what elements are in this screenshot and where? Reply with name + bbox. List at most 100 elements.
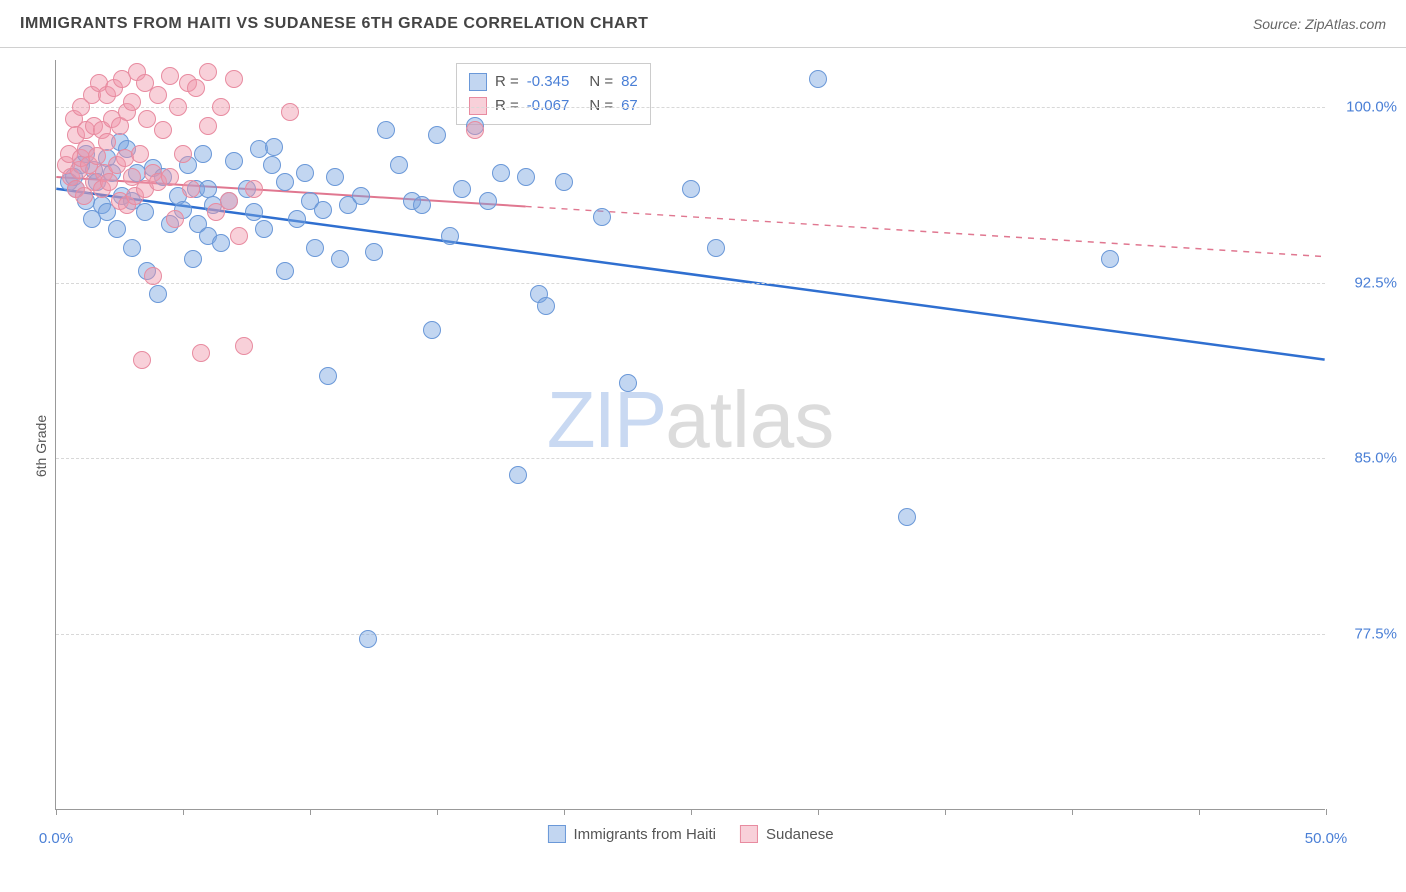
- data-point-haiti: [306, 239, 324, 257]
- data-point-sudanese: [174, 145, 192, 163]
- x-tick-label: 50.0%: [1305, 830, 1348, 847]
- data-point-haiti: [314, 201, 332, 219]
- data-point-haiti: [377, 121, 395, 139]
- plot-area: ZIPatlas R = -0.345N = 82R = -0.067N = 6…: [55, 60, 1325, 810]
- data-point-haiti: [619, 374, 637, 392]
- source-name: ZipAtlas.com: [1305, 16, 1386, 32]
- data-point-sudanese: [100, 173, 118, 191]
- data-point-haiti: [509, 466, 527, 484]
- x-tick: [564, 809, 565, 815]
- x-tick: [1326, 809, 1327, 815]
- data-point-sudanese: [144, 267, 162, 285]
- data-point-sudanese: [182, 180, 200, 198]
- legend-r-value: -0.345: [527, 70, 570, 94]
- source-attribution: Source: ZipAtlas.com: [1253, 16, 1386, 32]
- data-point-sudanese: [230, 227, 248, 245]
- watermark: ZIPatlas: [547, 374, 834, 466]
- data-point-sudanese: [166, 210, 184, 228]
- data-point-haiti: [319, 367, 337, 385]
- x-tick: [437, 809, 438, 815]
- data-point-haiti: [123, 239, 141, 257]
- data-point-haiti: [225, 152, 243, 170]
- data-point-sudanese: [225, 70, 243, 88]
- legend-item-haiti: Immigrants from Haiti: [547, 825, 716, 843]
- x-tick-label: 0.0%: [39, 830, 73, 847]
- data-point-haiti: [352, 187, 370, 205]
- x-tick: [691, 809, 692, 815]
- data-point-haiti: [136, 203, 154, 221]
- data-point-sudanese: [161, 67, 179, 85]
- data-point-sudanese: [245, 180, 263, 198]
- source-prefix: Source:: [1253, 16, 1305, 32]
- data-point-sudanese: [161, 168, 179, 186]
- data-point-sudanese: [199, 117, 217, 135]
- data-point-haiti: [492, 164, 510, 182]
- data-point-sudanese: [220, 192, 238, 210]
- legend-label: Immigrants from Haiti: [573, 826, 716, 843]
- data-point-haiti: [809, 70, 827, 88]
- grid-line: [56, 458, 1325, 459]
- legend-swatch: [740, 825, 758, 843]
- data-point-haiti: [255, 220, 273, 238]
- legend-label: Sudanese: [766, 826, 834, 843]
- grid-line: [56, 634, 1325, 635]
- chart-header: IMMIGRANTS FROM HAITI VS SUDANESE 6TH GR…: [0, 0, 1406, 48]
- series-legend: Immigrants from Haiti Sudanese: [547, 825, 833, 843]
- x-tick: [310, 809, 311, 815]
- data-point-haiti: [707, 239, 725, 257]
- data-point-sudanese: [192, 344, 210, 362]
- data-point-haiti: [413, 196, 431, 214]
- y-tick-label: 92.5%: [1337, 274, 1397, 291]
- data-point-haiti: [276, 262, 294, 280]
- data-point-haiti: [682, 180, 700, 198]
- data-point-haiti: [479, 192, 497, 210]
- y-tick-label: 77.5%: [1337, 626, 1397, 643]
- x-tick: [945, 809, 946, 815]
- data-point-haiti: [108, 220, 126, 238]
- data-point-haiti: [199, 180, 217, 198]
- x-tick: [56, 809, 57, 815]
- y-tick-label: 100.0%: [1337, 98, 1397, 115]
- legend-swatch: [469, 73, 487, 91]
- data-point-haiti: [288, 210, 306, 228]
- data-point-haiti: [428, 126, 446, 144]
- x-tick: [183, 809, 184, 815]
- data-point-haiti: [194, 145, 212, 163]
- watermark-zip: ZIP: [547, 375, 665, 464]
- grid-line: [56, 107, 1325, 108]
- data-point-haiti: [265, 138, 283, 156]
- data-point-haiti: [390, 156, 408, 174]
- data-point-haiti: [453, 180, 471, 198]
- data-point-sudanese: [281, 103, 299, 121]
- data-point-haiti: [423, 321, 441, 339]
- legend-row-haiti: R = -0.345N = 82: [469, 70, 638, 94]
- regression-line-dashed-sudanese: [526, 206, 1325, 256]
- x-tick: [818, 809, 819, 815]
- data-point-haiti: [441, 227, 459, 245]
- legend-item-sudanese: Sudanese: [740, 825, 834, 843]
- data-point-haiti: [245, 203, 263, 221]
- data-point-haiti: [517, 168, 535, 186]
- data-point-sudanese: [149, 86, 167, 104]
- legend-swatch: [547, 825, 565, 843]
- legend-n-value: 82: [621, 70, 638, 94]
- data-point-haiti: [331, 250, 349, 268]
- data-point-sudanese: [98, 133, 116, 151]
- regression-lines-layer: [56, 60, 1325, 809]
- data-point-haiti: [555, 173, 573, 191]
- legend-n-label: N =: [589, 70, 613, 94]
- chart-title: IMMIGRANTS FROM HAITI VS SUDANESE 6TH GR…: [20, 15, 648, 33]
- data-point-haiti: [593, 208, 611, 226]
- data-point-haiti: [212, 234, 230, 252]
- correlation-legend: R = -0.345N = 82R = -0.067N = 67: [456, 63, 651, 125]
- data-point-haiti: [296, 164, 314, 182]
- data-point-sudanese: [131, 145, 149, 163]
- x-tick: [1072, 809, 1073, 815]
- x-tick: [1199, 809, 1200, 815]
- data-point-haiti: [359, 630, 377, 648]
- data-point-sudanese: [235, 337, 253, 355]
- data-point-sudanese: [466, 121, 484, 139]
- watermark-atlas: atlas: [665, 375, 834, 464]
- data-point-haiti: [184, 250, 202, 268]
- data-point-sudanese: [212, 98, 230, 116]
